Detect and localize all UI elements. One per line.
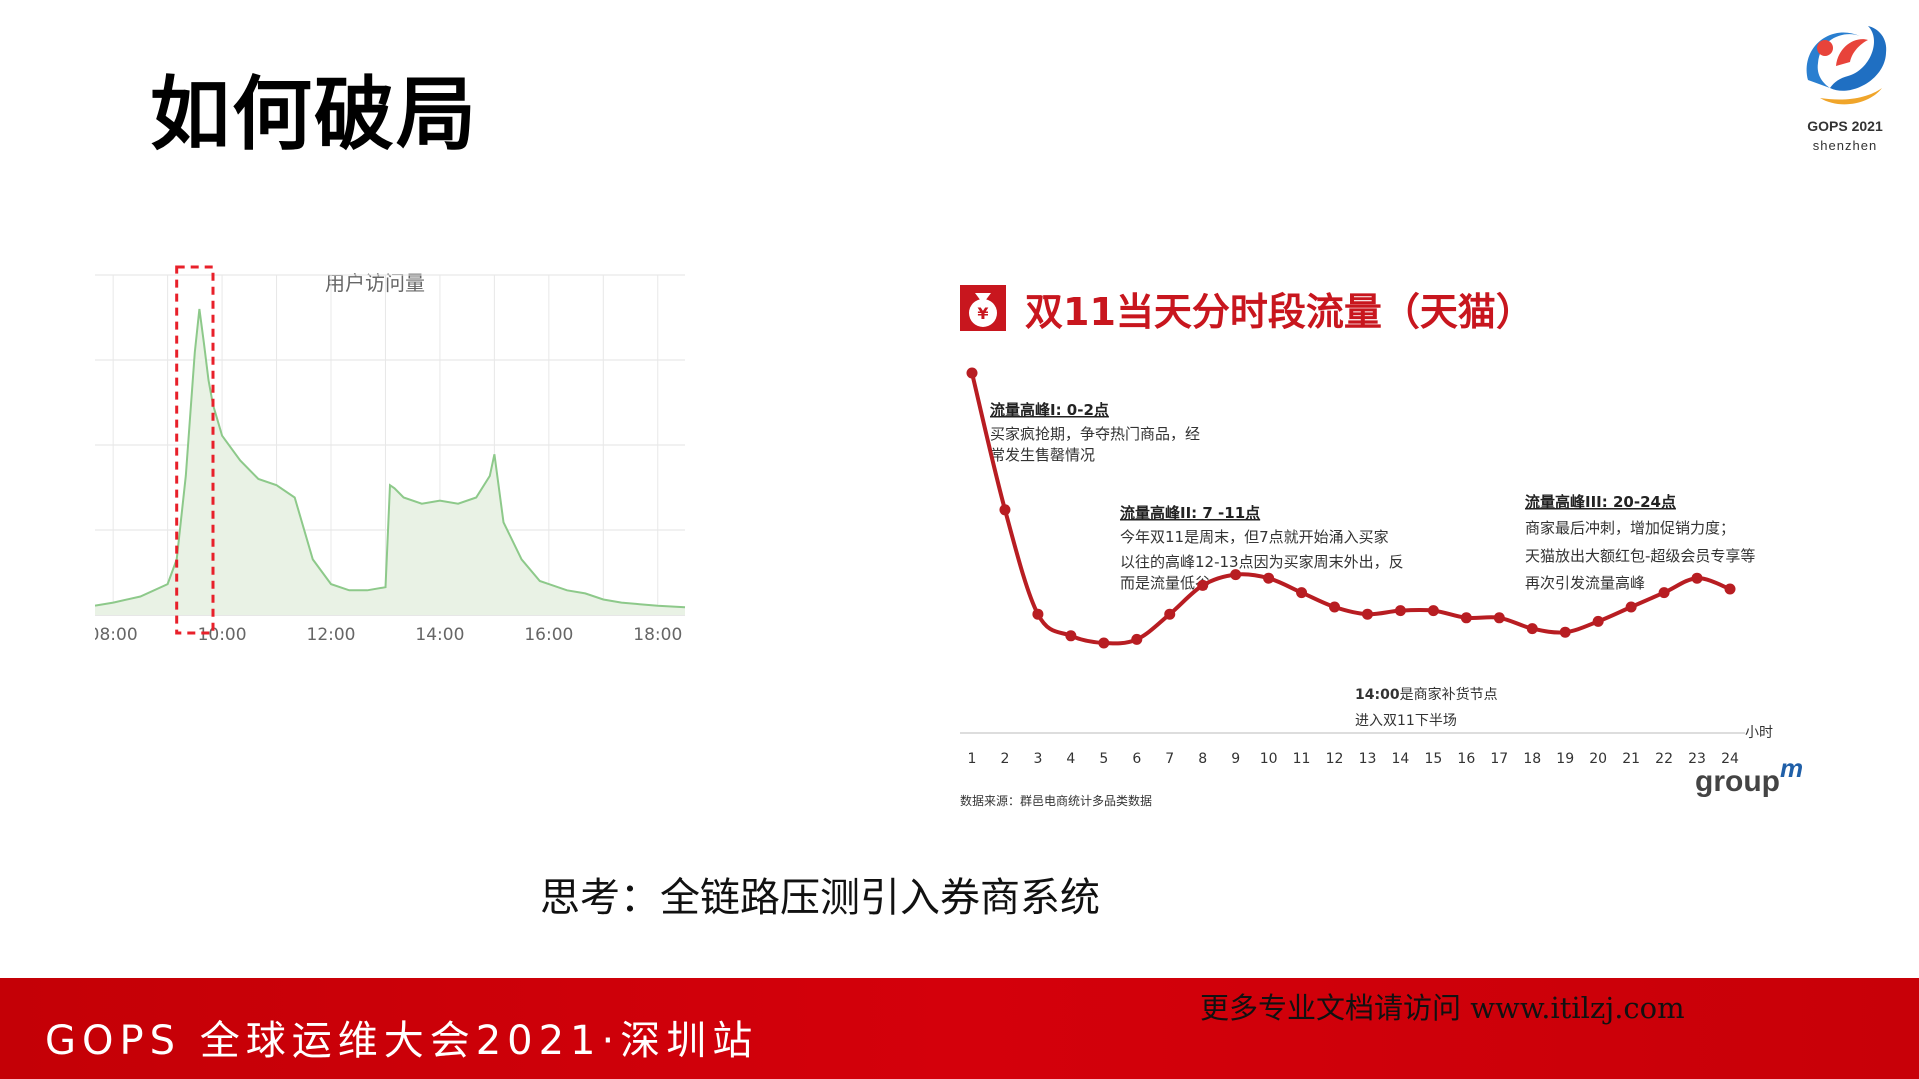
x-tick-label: 20 (1589, 751, 1607, 767)
data-point (999, 504, 1011, 516)
x-tick-label: 14 (1392, 751, 1410, 767)
series-points (966, 367, 1736, 649)
x-axis-unit: 小时 (1745, 725, 1773, 741)
data-point (1427, 605, 1439, 617)
data-source-note: 数据来源：群邑电商统计多品类数据 (960, 793, 1152, 808)
x-tick-label: 16:00 (524, 625, 573, 645)
footer-conference-name: GOPS 全球运维大会2021·深圳站 (45, 1018, 759, 1064)
annotation-peak3-line1: 商家最后冲刺，增加促销力度； (1525, 519, 1735, 537)
x-tick-label: 8 (1198, 751, 1207, 767)
annotation-peak2-line1: 今年双11是周末，但7点就开始涌入买家 (1120, 528, 1389, 546)
data-point (1263, 572, 1275, 584)
data-point (1065, 630, 1077, 642)
x-tick-label: 10:00 (198, 625, 247, 645)
x-tick-label: 24 (1721, 751, 1739, 767)
x-tick-label: 21 (1622, 751, 1640, 767)
x-tick-label: 2 (1000, 751, 1009, 767)
money-bag-icon: ¥ (960, 285, 1006, 331)
x-tick-label: 9 (1231, 751, 1240, 767)
data-point (1131, 633, 1143, 645)
x-axis-ticks: 1 2 3 4 5 6 7 8 9 10 11 12 13 14 15 16 17 18 19 20 21 22 23 24 (968, 751, 1739, 767)
annotation-1400-time: 14:00 (1355, 687, 1400, 703)
x-tick-label: 18 (1523, 751, 1541, 767)
page-title: 如何破局 (150, 68, 478, 161)
data-point (1691, 572, 1703, 584)
think-caption: 思考：全链路压测引入券商系统 (540, 875, 1100, 921)
data-point (1361, 608, 1373, 620)
footer-website-link[interactable]: 更多专业文档请访问 www.itilzj.com (1200, 991, 1685, 1025)
x-tick-label: 12 (1326, 751, 1344, 767)
x-tick-label: 6 (1132, 751, 1141, 767)
annotation-peak3-heading: 流量高峰III: 20-24点 (1525, 493, 1676, 511)
double11-traffic-chart: ¥ 双11当天分时段流量（天猫） 流量高峰I: 0-2点 买家疯抢期，争夺热门商… (960, 285, 1803, 808)
x-tick-label: 14:00 (415, 625, 464, 645)
annotation-1400-text: 是商家补货节点 (1400, 686, 1498, 703)
area-fill (95, 309, 685, 615)
data-point (1460, 612, 1472, 624)
data-point (1658, 587, 1670, 599)
x-tick-label: 15 (1424, 751, 1442, 767)
logo-city-text: shenzhen (1812, 138, 1878, 153)
annotation-peak2-line3: 而是流量低谷 (1120, 574, 1210, 592)
x-tick-label: 3 (1033, 751, 1042, 767)
annotation-peak1-line1: 买家疯抢期，争夺热门商品，经 (990, 425, 1200, 443)
data-point (1493, 612, 1505, 624)
x-tick-label: 18:00 (633, 625, 682, 645)
right-chart-title: 双11当天分时段流量（天猫） (1025, 290, 1534, 334)
data-point (1329, 601, 1341, 613)
x-tick-label: 4 (1066, 751, 1075, 767)
data-point (1032, 608, 1044, 620)
annotation-peak3-line2: 天猫放出大额红包-超级会员专享等 (1525, 547, 1755, 565)
groupm-logo-text: group (1695, 765, 1780, 798)
x-tick-label: 19 (1556, 751, 1574, 767)
annotation-peak1-heading: 流量高峰I: 0-2点 (990, 401, 1109, 419)
x-tick-label: 1 (968, 751, 977, 767)
annotation-1400-line1: 14:00是商家补货节点 (1355, 686, 1498, 703)
x-tick-label: 22 (1655, 751, 1673, 767)
footer-bar (0, 978, 1919, 1079)
annotation-peak2-heading: 流量高峰II: 7 -11点 (1120, 504, 1260, 522)
data-point (1164, 608, 1176, 620)
annotation-peak2-line2: 以往的高峰12-13点因为买家周末外出，反 (1120, 553, 1404, 571)
annotation-peak1-line2: 常发生售罄情况 (990, 446, 1095, 464)
gops-logo: GOPS 2021 shenzhen (1790, 18, 1900, 158)
x-tick-label: 12:00 (307, 625, 356, 645)
data-point (1724, 583, 1736, 595)
data-point (966, 367, 978, 379)
svg-text:¥: ¥ (977, 304, 988, 323)
data-point (1592, 615, 1604, 627)
groupm-logo-sup: m (1780, 753, 1803, 783)
gops-logo-mark (1806, 26, 1887, 105)
data-point (1625, 601, 1637, 613)
x-axis-ticks: 08:00 10:00 12:00 14:00 16:00 18:00 (95, 625, 682, 645)
x-tick-label: 11 (1293, 751, 1311, 767)
x-tick-label: 13 (1359, 751, 1377, 767)
data-point (1098, 637, 1110, 649)
x-tick-label: 10 (1260, 751, 1278, 767)
logo-year-text: GOPS 2021 (1807, 118, 1883, 134)
series-line (95, 308, 686, 609)
x-tick-label: 17 (1490, 751, 1508, 767)
x-tick-label: 08:00 (95, 625, 138, 645)
groupm-logo: groupm (1695, 753, 1803, 798)
x-tick-label: 16 (1457, 751, 1475, 767)
x-tick-label: 23 (1688, 751, 1706, 767)
data-point (1394, 605, 1406, 617)
x-tick-label: 7 (1165, 751, 1174, 767)
annotation-peak3-line3: 再次引发流量高峰 (1525, 574, 1645, 592)
data-point (1526, 623, 1538, 635)
data-point (1559, 626, 1571, 638)
annotation-1400-line2: 进入双11下半场 (1355, 713, 1457, 729)
x-tick-label: 5 (1099, 751, 1108, 767)
peak-highlight-box (175, 265, 215, 635)
data-point (1230, 569, 1242, 581)
data-point (1296, 587, 1308, 599)
data-point (1197, 579, 1209, 591)
